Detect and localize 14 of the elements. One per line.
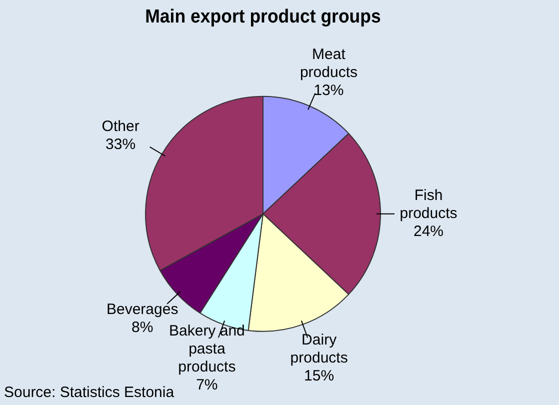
chart-title: Main export product groups (145, 5, 381, 27)
data-label: 8% (132, 319, 154, 336)
slice-label: Bakery and pasta products (168, 322, 245, 376)
slice-label: Other (102, 118, 140, 135)
data-label: 15% (304, 367, 334, 384)
data-label: 7% (196, 376, 218, 394)
data-label: 33% (106, 136, 136, 153)
slice-label: Meat products (300, 46, 358, 82)
slice-label: Fish products (400, 187, 458, 222)
slice-label: Beverages (106, 301, 178, 318)
data-label: 24% (413, 223, 444, 240)
slice-label: Dairy products (290, 331, 348, 366)
source-note: Source: Statistics Estonia (4, 384, 174, 401)
data-label: 13% (314, 82, 344, 100)
